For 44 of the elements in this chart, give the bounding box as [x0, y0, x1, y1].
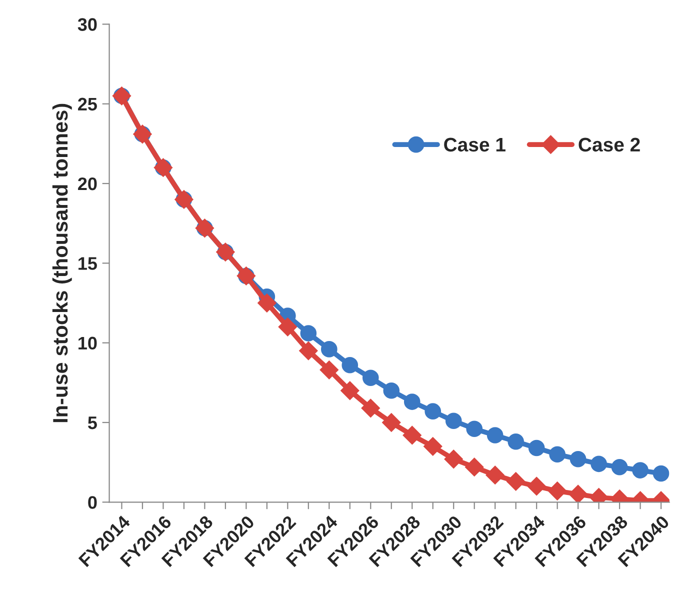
- legend-label: Case 2: [578, 138, 640, 152]
- point: [506, 472, 526, 491]
- point: [466, 420, 483, 438]
- point: [424, 403, 442, 420]
- y-tick-label: 25: [78, 98, 97, 111]
- point: [527, 476, 546, 496]
- point: [508, 433, 524, 450]
- point: [549, 446, 566, 463]
- y-tick-label: 10: [78, 336, 97, 350]
- y-tick-label: 0: [88, 496, 97, 509]
- point: [402, 426, 422, 445]
- y-axis-title: In-use stocks (thousand tonnes): [52, 104, 72, 422]
- point: [486, 427, 504, 444]
- point: [340, 381, 360, 400]
- point: [611, 458, 628, 476]
- y-tick-label: 20: [78, 177, 97, 190]
- point: [404, 394, 420, 410]
- point: [568, 484, 588, 502]
- legend-label: Case 1: [444, 138, 506, 152]
- y-tick-label: 5: [88, 416, 97, 430]
- point: [300, 325, 317, 342]
- point: [320, 360, 339, 380]
- point: [320, 341, 338, 358]
- point: [342, 356, 358, 374]
- point: [299, 341, 318, 360]
- y-tick-label: 15: [78, 257, 97, 270]
- point: [361, 398, 380, 418]
- point: [652, 465, 670, 482]
- point: [528, 440, 545, 456]
- point: [570, 450, 586, 468]
- point: [424, 437, 442, 456]
- y-tick-label: 30: [78, 18, 97, 31]
- point: [632, 462, 648, 478]
- point: [464, 458, 484, 476]
- point: [362, 370, 379, 386]
- point: [548, 482, 567, 500]
- point: [382, 413, 401, 432]
- point: [444, 450, 463, 468]
- point: [486, 466, 504, 484]
- point: [278, 318, 298, 336]
- point: [258, 294, 276, 312]
- point: [590, 456, 607, 472]
- point: [445, 412, 462, 430]
- point: [383, 382, 400, 399]
